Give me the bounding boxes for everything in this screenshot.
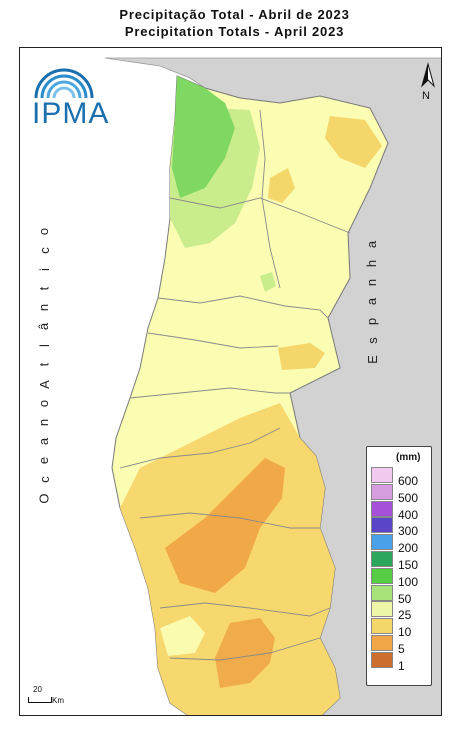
legend-swatch [371, 483, 393, 500]
legend-swatch [371, 601, 393, 618]
ocean-letter: t [36, 363, 52, 367]
scale-bar [28, 697, 52, 703]
spain-letter: s [364, 337, 380, 344]
zone-50mm-northwest [172, 76, 235, 198]
ipma-arcs-icon [34, 68, 94, 99]
ipma-logo [30, 64, 100, 130]
legend-label: 10 [398, 625, 412, 640]
north-label: N [422, 90, 430, 102]
legend-row-200: 200 [371, 534, 429, 555]
legend-label: 25 [398, 608, 412, 623]
ocean-letter: c [36, 476, 52, 483]
north-arrow-icon [421, 62, 435, 88]
zone-25mm-inland-spot [260, 272, 276, 292]
legend-swatch [371, 635, 393, 651]
legend-swatch [371, 467, 393, 483]
legend-row-600: 600 [371, 467, 429, 488]
map-title-block: Precipitação Total - Abril de 2023 Preci… [0, 6, 469, 40]
title-english: Precipitation Totals - April 2023 [124, 24, 345, 39]
precipitation-map [104, 57, 441, 715]
zone-10mm-northeast [325, 116, 382, 168]
legend-label: 5 [398, 642, 405, 656]
zone-10mm-east [278, 343, 325, 370]
spain-letter: n [364, 279, 380, 287]
legend-row-25: 25 [371, 601, 429, 622]
ocean-letter: A [36, 379, 52, 389]
legend-swatch [371, 567, 393, 584]
legend-unit: (mm) [396, 452, 421, 463]
title-portuguese: Precipitação Total - Abril de 2023 [119, 7, 350, 22]
ocean-letter: c [36, 247, 52, 254]
legend-row-150: 150 [371, 551, 429, 572]
legend-swatch [371, 584, 393, 601]
spain-letter: E [364, 355, 380, 364]
legend-swatch [371, 651, 393, 668]
zone-5mm-central [165, 458, 285, 593]
legend-row-5: 5 [371, 635, 429, 656]
zone-25mm-south-pocket [160, 616, 205, 656]
spain-letter: a [364, 240, 380, 249]
ocean-letter: l [36, 344, 52, 348]
legend-label: 200 [398, 541, 419, 556]
ipma-logo-text: IPMA [32, 97, 110, 130]
scale-value: 20 [33, 685, 42, 694]
ocean-letter: t [36, 286, 52, 291]
legend-label: 100 [398, 574, 419, 589]
legend-swatch [371, 618, 393, 635]
zone-10mm-douro [268, 168, 295, 203]
legend-swatch [371, 551, 393, 567]
scale-unit: Km [52, 696, 64, 705]
legend-row-400: 400 [371, 500, 429, 522]
district-borders [119, 109, 351, 661]
zone-5mm-algarve [215, 618, 275, 688]
ocean-letter: n [36, 418, 52, 426]
legend-swatch [371, 517, 393, 534]
legend-row-100: 100 [371, 567, 429, 589]
map-frame [19, 47, 442, 716]
ocean-letter: O [36, 493, 52, 504]
legend-label: 300 [398, 524, 419, 539]
legend-row-1: 1 [371, 651, 429, 673]
legend-label: 400 [398, 507, 419, 522]
legend-swatch [371, 500, 393, 517]
spain-letter: a [364, 298, 380, 306]
ocean-letter: o [36, 227, 52, 236]
spain-letter: h [364, 260, 380, 268]
legend-label: 500 [398, 490, 419, 505]
ocean-letter: a [36, 437, 52, 445]
ocean-letter: e [36, 456, 52, 464]
legend-label: 1 [398, 658, 405, 673]
legend-label: 150 [398, 558, 419, 572]
spain-label: a h n a p s E [364, 238, 380, 366]
legend-swatch [371, 534, 393, 551]
legend-label: 600 [398, 474, 419, 488]
ocean-label: o c i t n â l t A o n a e c O [36, 225, 52, 505]
legend-row-500: 500 [371, 483, 429, 505]
ocean-letter: â [36, 323, 52, 331]
legend-row-300: 300 [371, 517, 429, 538]
ocean-letter: n [36, 304, 52, 312]
ocean-letter: o [36, 399, 52, 407]
legend-row-10: 10 [371, 618, 429, 639]
legend-label: 50 [398, 591, 412, 606]
legend-row-50: 50 [371, 584, 429, 606]
ocean-letter: i [36, 268, 52, 272]
spain-letter: p [364, 317, 380, 325]
precipitation-legend: (mm) 600 500 400 300 200 150 100 50 25 10 5 1 [366, 446, 432, 686]
